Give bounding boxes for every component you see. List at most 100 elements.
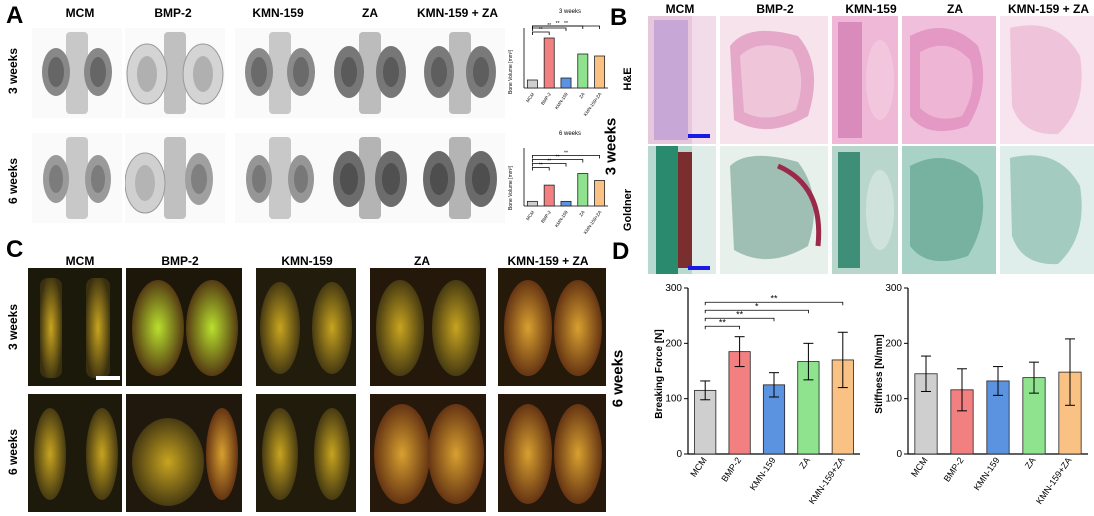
panel-b-col-mcm: MCM [665, 2, 695, 16]
panel-a-letter: A [6, 2, 24, 29]
microct-combo-3w [415, 28, 505, 118]
x-tick-label: ZA [578, 92, 585, 100]
panel-d-timepoint: 6 weeks [609, 349, 627, 408]
x-tick-label: KMN-159 [554, 209, 569, 228]
panel-c-col-za: ZA [414, 254, 430, 268]
significance-bracket [704, 309, 809, 314]
x-tick-label: KMN-159 [748, 455, 778, 492]
bar-kmn-159 [560, 200, 572, 207]
x-tick-label: BMP-2 [540, 91, 552, 106]
panel-a-col-combo: KMN-159 + ZA [416, 6, 499, 20]
panel-a-row-3w: 3 weeks [6, 47, 20, 95]
panel-c-col-kmn159: KMN-159 [281, 254, 333, 268]
significance-stars: ** [564, 151, 568, 157]
panel-d-letter: D [612, 238, 630, 265]
bar-za [577, 53, 589, 89]
chart-a6-title: 6 weeks [559, 131, 581, 137]
panel-c-col-mcm: MCM [65, 254, 95, 268]
x-tick-label: KMN-159 [554, 91, 569, 110]
x-tick-label: MCM [688, 455, 709, 478]
chart-bone-volume-6w: 6 weeks Bone Volume [mm³] MCM BMP-2 KMN-15… [508, 131, 608, 235]
significance-stars: * [755, 301, 759, 311]
significance-bracket [704, 317, 775, 322]
significance-stars: ** [547, 159, 551, 165]
panel-b-col-kmn159: KMN-159 [845, 2, 897, 16]
x-tick-label: BMP-2 [719, 455, 743, 483]
microct-za-6w [325, 133, 415, 223]
bar-bmp-2 [543, 37, 555, 89]
panel-b-timepoint: 3 weeks [602, 117, 620, 176]
microct-za-3w [325, 28, 415, 118]
microct-combo-6w [415, 133, 505, 223]
y-tick-label: 200 [665, 338, 682, 349]
x-tick-label: KMN-159+ZA [807, 455, 847, 506]
x-tick-label: ZA [578, 210, 585, 218]
panel-b-row-goldner: Goldner [622, 188, 634, 232]
microct-mcm-6w [32, 133, 122, 223]
significance-stars: ** [719, 317, 727, 327]
panel-b-col-za: ZA [947, 2, 963, 16]
significance-bracket [532, 155, 600, 159]
chart-a6-ylabel: Bone Volume [mm³] [508, 165, 514, 210]
significance-stars: ** [736, 309, 744, 319]
panel-a-col-kmn159: KMN-159 [252, 6, 304, 20]
x-tick-label: KMN-159 [972, 455, 1002, 492]
panel-b-col-bmp2: BMP-2 [756, 2, 794, 16]
bar-kmn-159-za [594, 180, 606, 207]
microct-bmp2-6w [125, 133, 225, 223]
significance-bracket [532, 163, 567, 167]
significance-bracket [532, 159, 584, 163]
bar-kmn-159-za [594, 55, 606, 89]
significance-stars: ** [539, 163, 543, 169]
significance-stars: ** [556, 155, 560, 161]
y-tick-label: 200 [885, 338, 902, 349]
panel-a-col-za: ZA [362, 6, 378, 20]
panel-b-col-combo: KMN-159 + ZA [1007, 2, 1090, 16]
bar-mcm [526, 79, 538, 89]
bar-mcm [526, 200, 538, 207]
significance-stars: ** [770, 293, 778, 303]
y-tick-label: 100 [665, 394, 682, 405]
significance-bracket [532, 31, 550, 35]
significance-bracket [704, 325, 740, 330]
x-tick-label: MCM [909, 455, 930, 478]
significance-bracket [704, 301, 844, 306]
significance-bracket [532, 25, 600, 29]
microct-mcm-3w [32, 28, 122, 118]
x-tick-label: KMN-159+ZA [583, 92, 603, 117]
chart-a3-ylabel: Bone Volume [mm³] [508, 49, 514, 94]
microct-bmp2-3w [125, 28, 225, 118]
microct-kmn159-6w [235, 133, 325, 223]
x-tick-label: BMP-2 [942, 455, 966, 483]
significance-bracket [532, 167, 550, 171]
chart-a3-title: 3 weeks [559, 9, 581, 15]
significance-stars: ** [564, 21, 568, 27]
significance-stars: ** [556, 21, 560, 27]
x-tick-label: KMN-159+ZA [583, 210, 603, 235]
y-tick-label: 300 [885, 283, 902, 294]
x-tick-label: ZA [797, 455, 812, 470]
panel-c-row-3w: 3 weeks [6, 303, 20, 351]
bar-za [577, 173, 589, 207]
significance-stars: ** [539, 27, 543, 33]
panel-a-col-bmp2: BMP-2 [154, 6, 192, 20]
bar-kmn-159 [560, 77, 572, 89]
x-tick-label: KMN-159+ZA [1034, 455, 1074, 506]
panel-a-col-mcm: MCM [65, 6, 95, 20]
chart-bone-volume-3w: 3 weeks Bone Volume [mm³] MCM BMP-2 KMN-15… [508, 9, 608, 117]
fluorescence-grid [28, 268, 608, 512]
panel-b-row-he: H&E [622, 67, 634, 91]
y-tick-label: 300 [665, 283, 682, 294]
x-tick-label: MCM [525, 92, 535, 104]
x-tick-label: MCM [525, 210, 535, 222]
y-tick-label: 100 [885, 394, 902, 405]
x-tick-label: BMP-2 [540, 209, 552, 224]
y-tick-label: 0 [676, 449, 682, 460]
panel-c-col-bmp2: BMP-2 [161, 254, 199, 268]
bar-bmp-2 [543, 184, 555, 207]
significance-bracket [532, 27, 567, 31]
panel-b-letter: B [610, 4, 628, 31]
panel-c-letter: C [6, 236, 24, 263]
